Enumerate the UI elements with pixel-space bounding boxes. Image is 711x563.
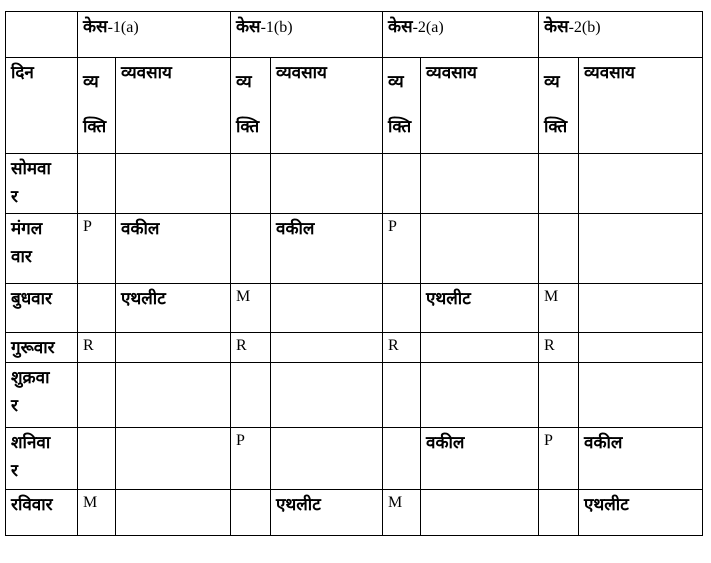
day-cell: गुरूवार (5, 332, 78, 363)
person-cell: P (382, 213, 422, 284)
day-header-cell: दिन (5, 57, 78, 154)
person-cell: P (77, 213, 116, 284)
occupation-cell (578, 332, 704, 363)
case-group-label: केस (388, 17, 413, 36)
occupation-header-cell: व्यवसाय (269, 57, 384, 154)
person-cell (230, 153, 271, 214)
person-cell (538, 213, 580, 284)
case-group-label: केस (83, 17, 108, 36)
person-cell (230, 362, 271, 428)
person-cell: R (382, 332, 422, 363)
person-cell (77, 283, 116, 333)
occupation-cell (269, 427, 384, 490)
occupation-cell (115, 362, 231, 428)
case-group-suffix: -1(a) (107, 19, 139, 36)
occupation-cell: एथलीट (578, 489, 704, 536)
case-group-header: केस-2(b) (538, 11, 704, 58)
person-cell (382, 362, 422, 428)
occupation-cell (420, 362, 540, 428)
occupation-cell: एथलीट (420, 283, 540, 333)
person-header-cell: व्य क्ति (77, 57, 116, 154)
occupation-cell (420, 213, 540, 284)
occupation-cell (420, 332, 540, 363)
person-cell: M (382, 489, 422, 536)
case-group-header: केस-1(b) (229, 11, 384, 58)
case-group-label: केस (544, 17, 569, 36)
person-header-cell: व्य क्ति (538, 57, 580, 154)
person-cell (538, 153, 580, 214)
table-row: शुक्रवा र (5, 362, 704, 428)
table-row: दिन व्य क्ति व्यवसाय व्य क्ति व्यवसाय व्… (5, 57, 704, 154)
person-cell: R (77, 332, 116, 363)
occupation-cell (269, 153, 384, 214)
occupation-header-cell: व्यवसाय (115, 57, 231, 154)
table-row: गुरूवार R R R R (5, 332, 704, 363)
case-group-suffix: -2(a) (412, 19, 444, 36)
case-group-suffix: -2(b) (568, 19, 601, 36)
person-cell (382, 283, 422, 333)
day-cell: बुधवार (5, 283, 78, 333)
schedule-table: केस-1(a) केस-1(b) केस-2(a) केस-2(b) दिन … (5, 11, 704, 536)
day-cell: सोमवा र (5, 153, 78, 214)
table-row: सोमवा र (5, 153, 704, 214)
occupation-cell (578, 213, 704, 284)
occupation-cell (578, 153, 704, 214)
table-row: केस-1(a) केस-1(b) केस-2(a) केस-2(b) (5, 11, 704, 58)
occupation-cell (420, 489, 540, 536)
occupation-cell (115, 427, 231, 490)
day-cell: मंगल वार (5, 213, 78, 284)
person-cell (382, 153, 422, 214)
day-cell: शुक्रवा र (5, 362, 78, 428)
occupation-header-cell: व्यवसाय (578, 57, 704, 154)
case-group-label: केस (236, 17, 261, 36)
person-cell (230, 489, 271, 536)
person-cell: M (77, 489, 116, 536)
table-row: शनिवा र P वकील P वकील (5, 427, 704, 490)
person-cell (77, 362, 116, 428)
person-cell: R (230, 332, 271, 363)
person-cell (77, 153, 116, 214)
case-group-header: केस-2(a) (382, 11, 540, 58)
corner-cell (5, 11, 78, 58)
occupation-cell (269, 362, 384, 428)
person-header-cell: व्य क्ति (382, 57, 422, 154)
person-cell: M (230, 283, 271, 333)
table-row: बुधवार एथलीट M एथलीट M (5, 283, 704, 333)
occupation-cell: वकील (420, 427, 540, 490)
occupation-cell (269, 332, 384, 363)
person-cell (77, 427, 116, 490)
occupation-cell (578, 283, 704, 333)
occupation-cell (115, 332, 231, 363)
occupation-cell (269, 283, 384, 333)
occupation-cell: वकील (269, 213, 384, 284)
occupation-cell: एथलीट (115, 283, 231, 333)
day-cell: रविवार (5, 489, 78, 536)
person-cell (538, 362, 580, 428)
table-row: मंगल वार P वकील वकील P (5, 213, 704, 284)
person-cell: P (230, 427, 271, 490)
table-row: रविवार M एथलीट M एथलीट (5, 489, 704, 536)
occupation-header-cell: व्यवसाय (420, 57, 540, 154)
person-cell (382, 427, 422, 490)
occupation-cell (578, 362, 704, 428)
occupation-cell (115, 489, 231, 536)
day-cell: शनिवा र (5, 427, 78, 490)
case-group-header: केस-1(a) (77, 11, 231, 58)
occupation-cell (115, 153, 231, 214)
person-cell: P (538, 427, 580, 490)
occupation-cell (420, 153, 540, 214)
person-cell: M (538, 283, 580, 333)
person-cell (538, 489, 580, 536)
occupation-cell: वकील (578, 427, 704, 490)
person-cell (230, 213, 271, 284)
person-cell: R (538, 332, 580, 363)
occupation-cell: वकील (115, 213, 231, 284)
occupation-cell: एथलीट (269, 489, 384, 536)
person-header-cell: व्य क्ति (230, 57, 271, 154)
case-group-suffix: -1(b) (260, 19, 293, 36)
